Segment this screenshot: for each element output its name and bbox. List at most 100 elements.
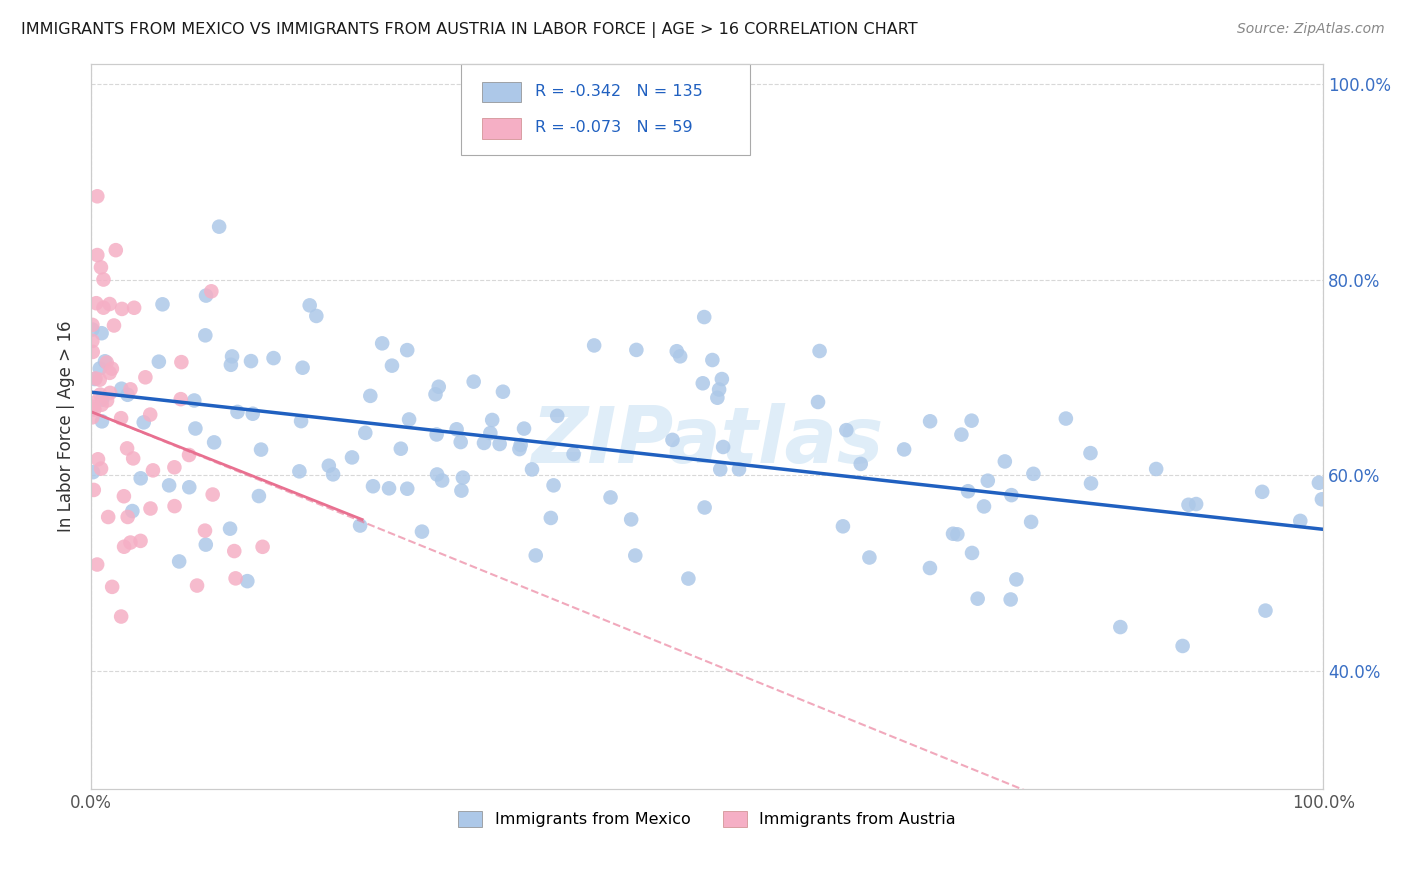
Point	[110, 609, 132, 624]
Point	[450, 483, 472, 498]
Point	[396, 343, 419, 358]
Point	[349, 518, 371, 533]
Point	[157, 478, 180, 492]
Point	[96, 393, 118, 408]
Point	[1171, 639, 1194, 653]
Point	[89, 373, 111, 387]
Point	[488, 437, 510, 451]
Point	[728, 462, 751, 476]
Point	[583, 338, 606, 352]
Point	[966, 591, 988, 606]
Point	[83, 483, 105, 497]
Point	[103, 318, 125, 333]
Point	[509, 438, 531, 452]
Point	[305, 309, 328, 323]
Point	[120, 535, 142, 549]
Point	[463, 375, 485, 389]
Point	[425, 387, 447, 401]
Point	[252, 540, 274, 554]
Point	[624, 549, 647, 563]
Point	[513, 421, 536, 435]
Point	[957, 484, 980, 499]
Point	[247, 489, 270, 503]
Point	[340, 450, 363, 465]
Point	[942, 526, 965, 541]
Point	[104, 243, 127, 257]
Point	[1310, 492, 1333, 507]
Point	[546, 409, 568, 423]
Point	[1144, 462, 1167, 476]
Text: IMMIGRANTS FROM MEXICO VS IMMIGRANTS FROM AUSTRIA IN LABOR FORCE | AGE > 16 CORR: IMMIGRANTS FROM MEXICO VS IMMIGRANTS FRO…	[21, 22, 918, 38]
Point	[849, 457, 872, 471]
Point	[98, 385, 121, 400]
Point	[291, 360, 314, 375]
Point	[451, 470, 474, 484]
Point	[111, 301, 134, 316]
Point	[86, 558, 108, 572]
Point	[93, 272, 115, 286]
Point	[707, 383, 730, 397]
Point	[960, 414, 983, 428]
Point	[540, 511, 562, 525]
Point	[808, 344, 831, 359]
Point	[208, 219, 231, 234]
Text: R = -0.342   N = 135: R = -0.342 N = 135	[534, 84, 703, 99]
Point	[893, 442, 915, 457]
Point	[170, 392, 193, 406]
Point	[288, 464, 311, 478]
Point	[142, 463, 165, 477]
Point	[86, 189, 108, 203]
Point	[117, 510, 139, 524]
Point	[426, 467, 449, 482]
Point	[94, 354, 117, 368]
Point	[481, 413, 503, 427]
Point	[1308, 475, 1330, 490]
Point	[121, 504, 143, 518]
Point	[318, 458, 340, 473]
Point	[134, 370, 156, 384]
Point	[83, 372, 105, 386]
Point	[179, 480, 201, 494]
Point	[1109, 620, 1132, 634]
Point	[492, 384, 515, 399]
Point	[599, 491, 621, 505]
Point	[177, 448, 200, 462]
Point	[101, 361, 124, 376]
Point	[84, 371, 107, 385]
Point	[110, 411, 132, 425]
Point	[427, 380, 450, 394]
Point	[236, 574, 259, 589]
Point	[117, 388, 139, 402]
Point	[524, 549, 547, 563]
Point	[426, 427, 449, 442]
Point	[98, 297, 121, 311]
Point	[90, 326, 112, 341]
Point	[82, 318, 104, 332]
Point	[184, 421, 207, 435]
Point	[83, 402, 105, 417]
Point	[82, 410, 104, 425]
Text: Source: ZipAtlas.com: Source: ZipAtlas.com	[1237, 22, 1385, 37]
Point	[163, 460, 186, 475]
Point	[86, 248, 108, 262]
Point	[84, 296, 107, 310]
Point	[89, 361, 111, 376]
Point	[950, 427, 973, 442]
Point	[112, 540, 135, 554]
Point	[96, 355, 118, 369]
Point	[129, 471, 152, 485]
Point	[219, 522, 242, 536]
Point	[1000, 592, 1022, 607]
Point	[411, 524, 433, 539]
Point	[918, 561, 941, 575]
Point	[711, 440, 734, 454]
Point	[82, 465, 104, 479]
Point	[183, 393, 205, 408]
Point	[693, 500, 716, 515]
Point	[702, 353, 724, 368]
Point	[201, 487, 224, 501]
Point	[479, 426, 502, 441]
Point	[378, 481, 401, 495]
Point	[194, 328, 217, 343]
Point	[219, 358, 242, 372]
